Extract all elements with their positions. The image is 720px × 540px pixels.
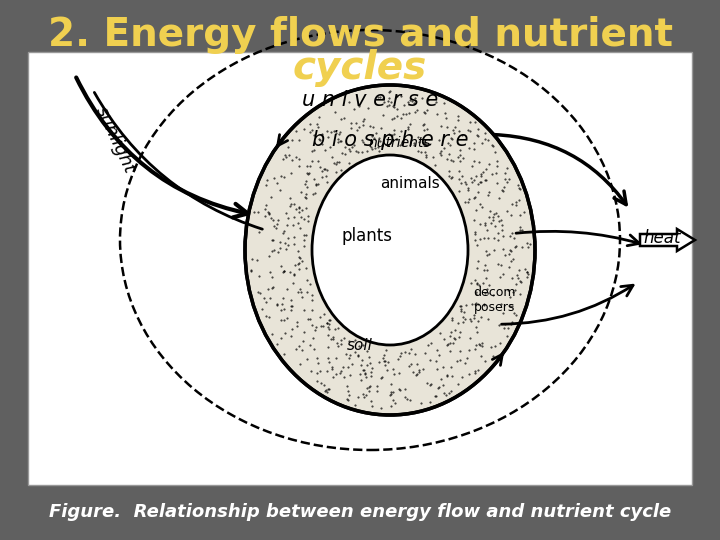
Text: cycles: cycles — [293, 49, 427, 87]
Ellipse shape — [312, 155, 468, 345]
Text: plants: plants — [341, 227, 392, 245]
Text: animals: animals — [380, 177, 440, 192]
Text: soil: soil — [347, 338, 373, 353]
Text: u n i v e r s e: u n i v e r s e — [302, 90, 438, 110]
FancyArrow shape — [640, 229, 695, 251]
Text: nutrients: nutrients — [369, 136, 431, 150]
Text: decom
posers: decom posers — [473, 286, 516, 314]
Text: sunlight: sunlight — [91, 104, 138, 177]
Text: 2. Energy flows and nutrient: 2. Energy flows and nutrient — [48, 16, 672, 54]
Text: heat: heat — [643, 229, 680, 247]
Ellipse shape — [245, 85, 535, 415]
Bar — [28, 52, 692, 485]
Text: Figure.  Relationship between energy flow and nutrient cycle: Figure. Relationship between energy flow… — [49, 503, 671, 521]
Text: b i o s p h e r e: b i o s p h e r e — [312, 130, 468, 150]
